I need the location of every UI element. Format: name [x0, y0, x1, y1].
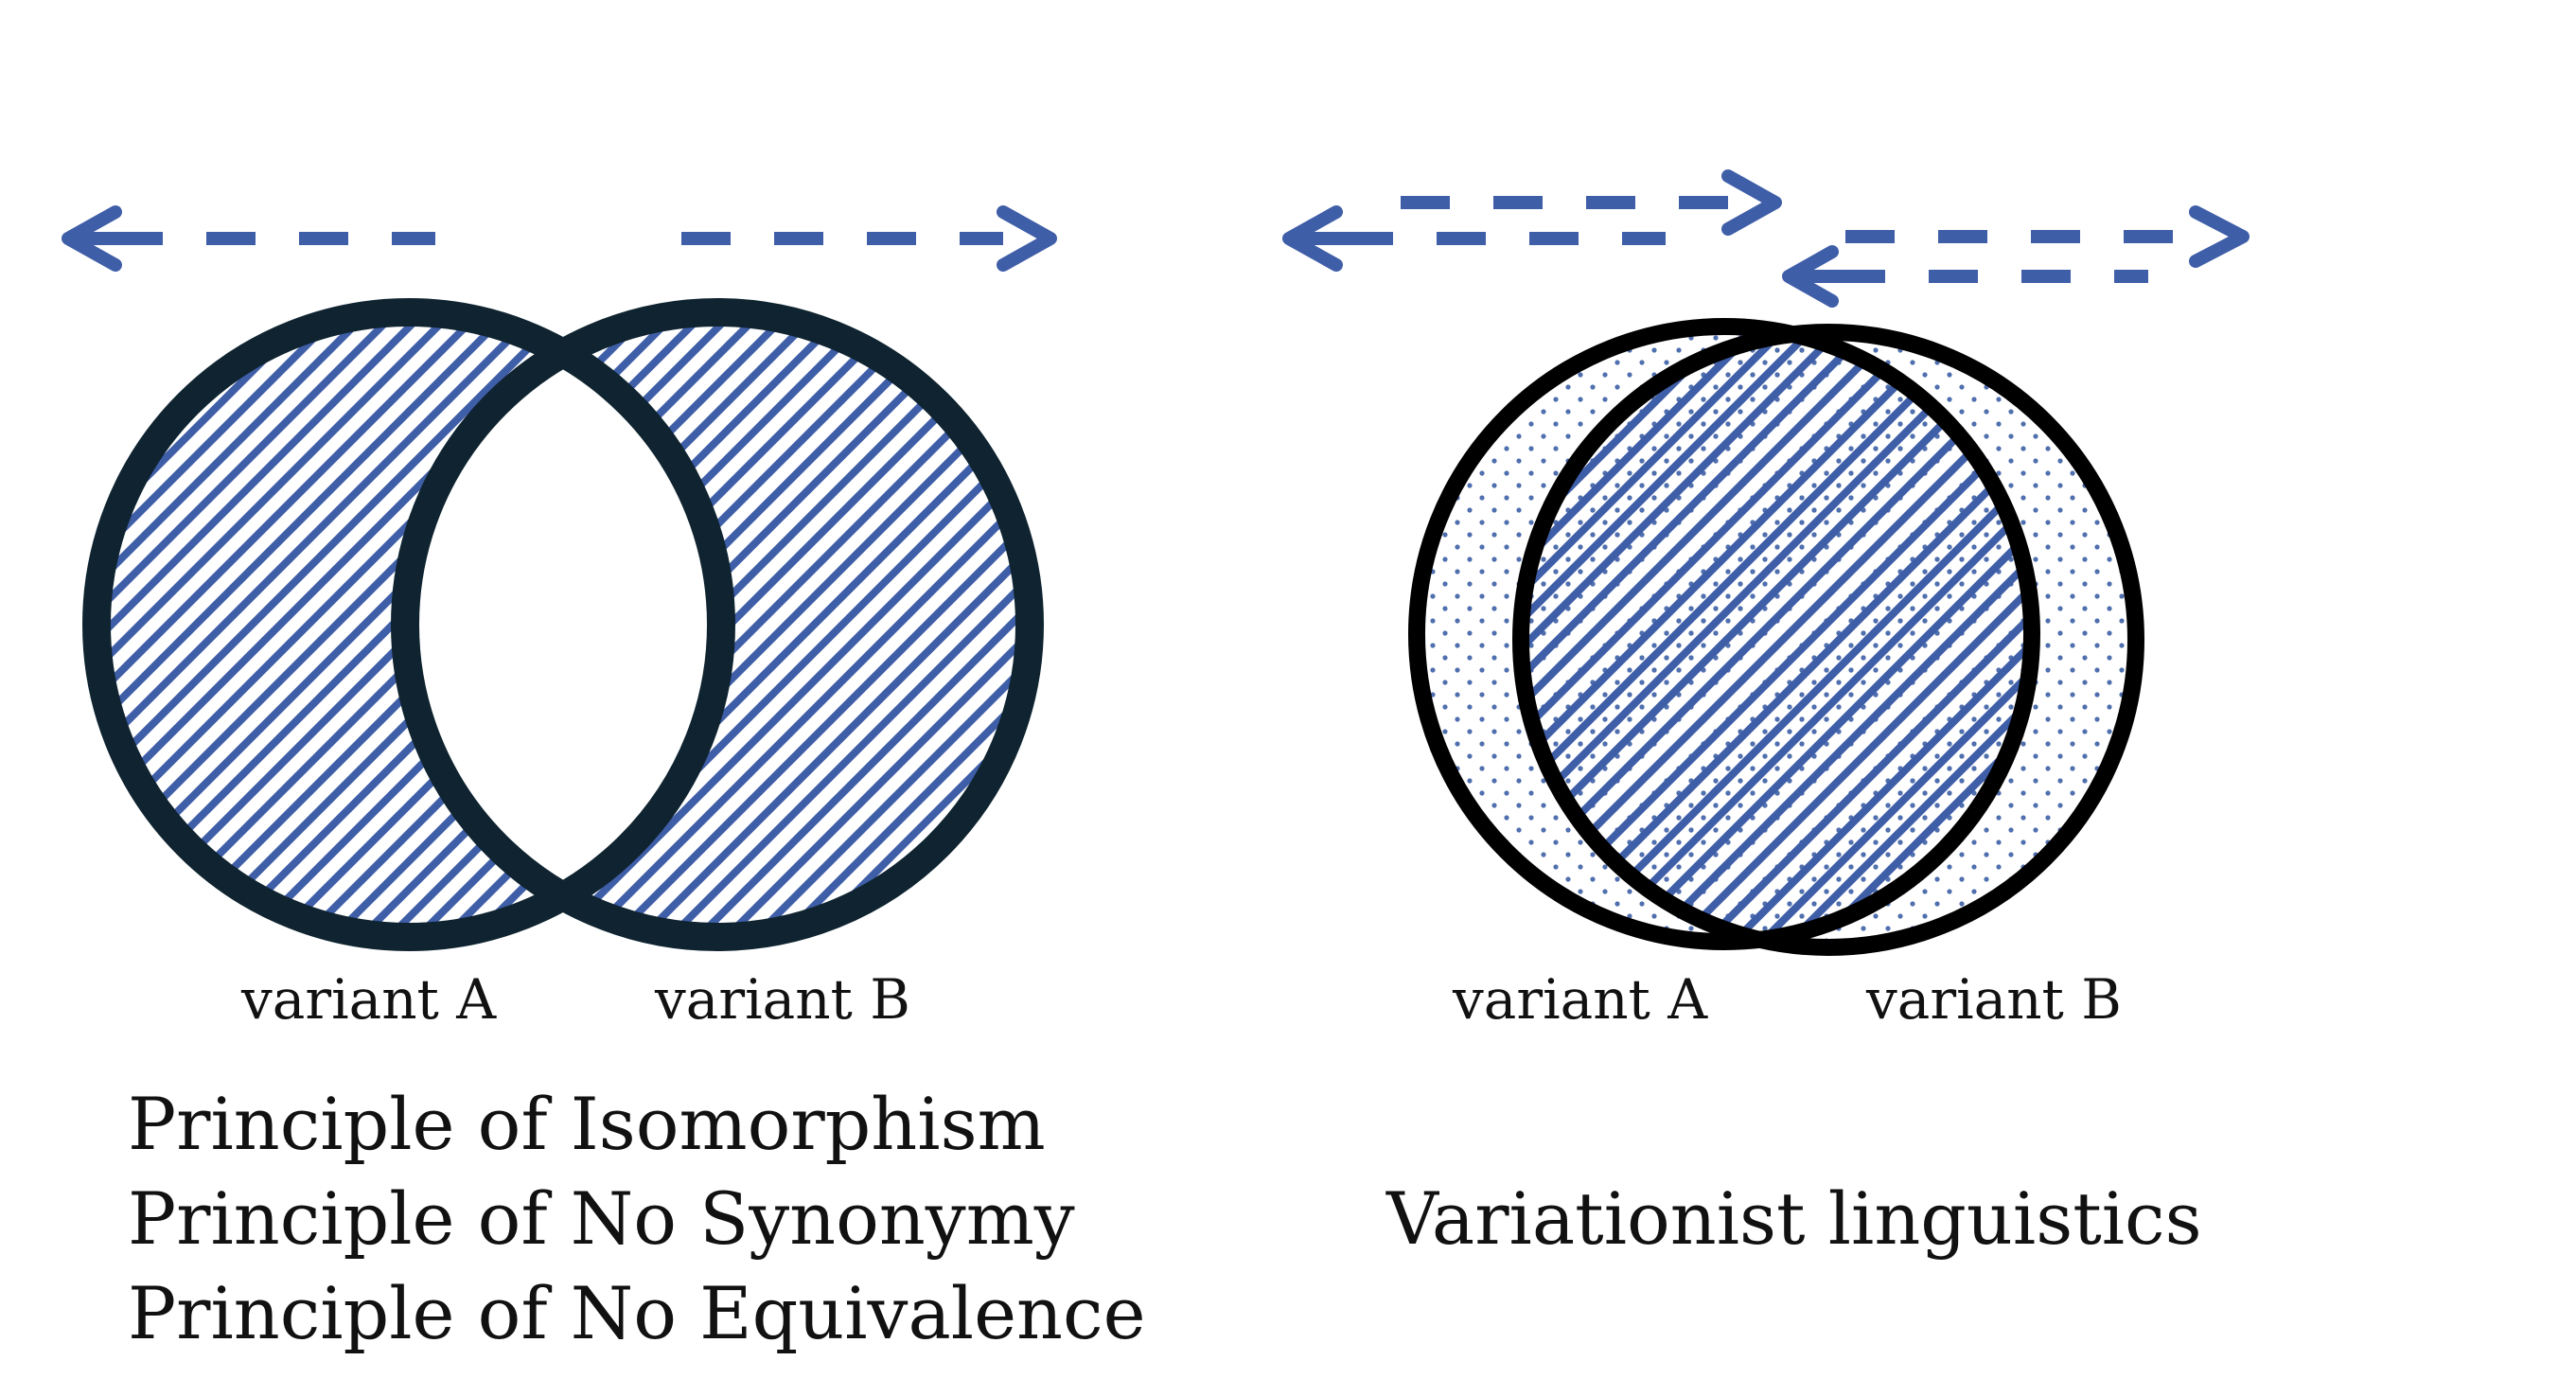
left-variant-a-label: variant A	[241, 967, 497, 1032]
right-double-arrow	[1782, 205, 2250, 308]
left-venn	[82, 298, 1044, 951]
principle-isomorphism: Principle of Isomorphism	[128, 1082, 1046, 1166]
right-venn	[1408, 318, 2144, 956]
right-variant-a-circle	[1408, 318, 2040, 950]
principle-no-synonymy: Principle of No Synonymy	[128, 1176, 1075, 1261]
right-variant-b-label: variant B	[1866, 967, 2122, 1032]
right-variant-b-circle	[1512, 324, 2144, 956]
left-variant-b-label: variant B	[655, 967, 910, 1032]
right-arrow-pointing-right	[1401, 169, 1782, 236]
variationist-linguistics-caption: Variationist linguistics	[1386, 1176, 2202, 1261]
left-arrow-pointing-left	[62, 205, 435, 272]
principle-no-equivalence: Principle of No Equivalence	[128, 1271, 1146, 1355]
right-arrow-pointing-left	[1282, 205, 1666, 272]
left-arrow-pointing-right	[681, 205, 1057, 272]
left-variant-a-circle	[82, 298, 735, 951]
left-variant-b-circle	[391, 298, 1044, 951]
right-variant-a-label: variant A	[1453, 967, 1708, 1032]
